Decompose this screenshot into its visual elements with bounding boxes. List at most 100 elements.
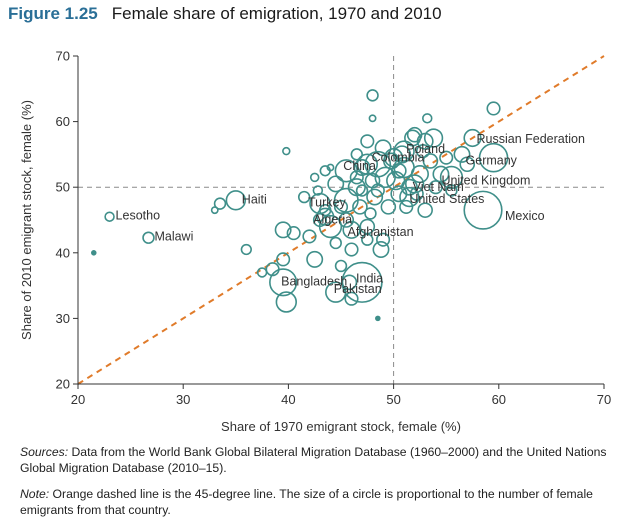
data-point xyxy=(276,252,291,267)
data-point-bangladesh xyxy=(269,268,298,297)
data-point xyxy=(256,267,268,278)
country-label: Algeria xyxy=(313,213,352,227)
sources-note: Sources: Data from the World Bank Global… xyxy=(20,444,630,476)
data-point xyxy=(459,156,476,173)
data-point xyxy=(423,128,444,148)
x-tick-label: 70 xyxy=(597,392,611,407)
data-point xyxy=(318,214,343,239)
data-point xyxy=(353,159,371,176)
x-tick-label: 30 xyxy=(176,392,190,407)
data-points xyxy=(91,89,509,322)
country-label: United States xyxy=(409,192,484,206)
data-point xyxy=(309,172,320,183)
data-point xyxy=(282,146,291,156)
country-label: United Kingdom xyxy=(441,173,530,187)
data-point xyxy=(409,186,424,201)
data-point-turkey xyxy=(309,192,331,215)
data-point xyxy=(275,291,297,313)
y-tick-label: 60 xyxy=(56,114,70,129)
axes: 20 30 40 50 60 70 20 30 40 50 60 70 xyxy=(56,49,612,408)
note: Note: Orange dashed line is the 45-degre… xyxy=(20,486,630,518)
country-label: Turkey xyxy=(308,196,346,210)
note-text: Orange dashed line is the 45-degree line… xyxy=(20,487,593,517)
country-label: Malawi xyxy=(154,230,193,244)
data-point-lesotho xyxy=(104,211,115,222)
data-point xyxy=(334,259,348,273)
data-point xyxy=(306,250,324,268)
data-point xyxy=(380,199,397,215)
data-point xyxy=(376,232,391,247)
country-label: Lesotho xyxy=(116,209,161,223)
x-tick-label: 20 xyxy=(71,392,85,407)
data-point-afghanistan xyxy=(342,220,361,239)
sources-label: Sources: xyxy=(20,445,69,459)
data-point-china xyxy=(356,153,378,175)
data-point xyxy=(453,145,471,163)
data-point-pakistan xyxy=(325,281,347,303)
scatter-chart: 20 30 40 50 60 70 20 30 40 50 60 70 Russian Federat… xyxy=(19,49,612,435)
y-axis-title: Share of 2010 emigrant stock, female (%) xyxy=(19,100,34,340)
diagonal-line xyxy=(77,55,605,385)
y-tick-label: 20 xyxy=(56,377,70,392)
data-point-united-kingdom xyxy=(439,165,464,190)
data-point-mexico xyxy=(463,190,503,230)
country-label: Viet Nam xyxy=(413,180,464,194)
data-point-viet-nam xyxy=(404,174,425,194)
data-point xyxy=(274,221,292,239)
y-tick-label: 70 xyxy=(56,49,70,64)
figure-title: Female share of emigration, 1970 and 201… xyxy=(111,4,442,23)
y-tick-label: 50 xyxy=(56,180,70,195)
data-point xyxy=(240,243,252,256)
data-point xyxy=(347,178,366,197)
data-point xyxy=(344,242,359,257)
data-point xyxy=(333,199,349,214)
data-point-russian-federation xyxy=(463,128,482,148)
country-label: Russian Federation xyxy=(477,132,585,146)
x-tick-label: 60 xyxy=(492,392,506,407)
data-point xyxy=(366,188,384,206)
country-label: Colombia xyxy=(372,151,425,165)
x-tick-label: 50 xyxy=(386,392,400,407)
data-point xyxy=(422,113,433,124)
data-point xyxy=(312,185,324,196)
y-tick-label: 30 xyxy=(56,311,70,326)
country-label: India xyxy=(356,271,383,285)
data-point xyxy=(368,114,377,123)
x-tick-label: 40 xyxy=(281,392,295,407)
country-label: China xyxy=(343,159,376,173)
data-point xyxy=(486,101,501,116)
data-point xyxy=(91,250,97,256)
data-point xyxy=(364,207,377,220)
country-label: Afghanistan xyxy=(348,225,414,239)
data-point-poland xyxy=(393,140,415,162)
data-point xyxy=(445,184,458,197)
data-point xyxy=(210,206,219,215)
note-label: Note: xyxy=(20,487,50,501)
data-point xyxy=(366,89,379,102)
data-point-germany xyxy=(478,142,509,173)
data-point xyxy=(372,241,390,258)
data-point xyxy=(355,184,369,197)
data-point xyxy=(338,212,355,228)
data-point-malawi xyxy=(142,231,155,244)
data-point xyxy=(359,218,376,235)
data-point-algeria xyxy=(316,207,335,226)
data-point-colombia xyxy=(383,148,404,168)
reference-lines xyxy=(78,56,604,384)
data-point xyxy=(415,144,431,159)
data-point xyxy=(374,139,392,157)
country-label: Haiti xyxy=(242,192,267,206)
data-point xyxy=(439,150,454,165)
data-point xyxy=(327,175,345,193)
data-point-united-states xyxy=(399,186,420,208)
data-point xyxy=(410,164,429,184)
data-point-haiti xyxy=(225,190,246,211)
data-point xyxy=(392,145,412,164)
data-point-india xyxy=(341,261,383,303)
data-point xyxy=(375,315,381,322)
y-tick-label: 40 xyxy=(56,245,70,260)
figure-notes: Sources: Data from the World Bank Global… xyxy=(20,444,630,528)
data-point xyxy=(286,226,301,241)
data-point xyxy=(428,180,443,195)
